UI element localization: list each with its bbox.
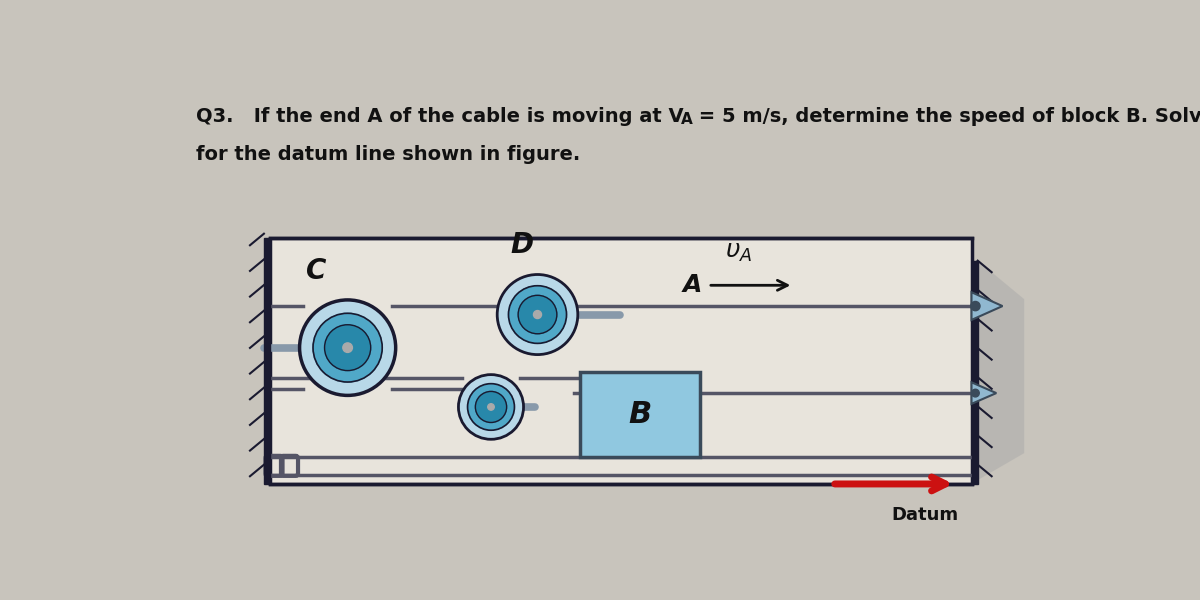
Bar (264, 238, 270, 484)
Bar (972, 260, 978, 484)
Circle shape (468, 383, 515, 430)
Bar (580, 372, 701, 457)
Circle shape (487, 404, 494, 410)
Text: = 5 m/s, determine the speed of block B. Solve this: = 5 m/s, determine the speed of block B.… (692, 107, 1200, 125)
Circle shape (518, 295, 557, 334)
Polygon shape (972, 292, 1002, 320)
Text: Q3.   If the end A of the cable is moving at V: Q3. If the end A of the cable is moving … (197, 107, 684, 125)
Circle shape (300, 300, 396, 395)
Text: Datum: Datum (892, 506, 959, 524)
Text: for the datum line shown in figure.: for the datum line shown in figure. (197, 145, 581, 164)
Circle shape (971, 301, 980, 311)
Circle shape (343, 343, 353, 352)
Text: B: B (629, 400, 652, 429)
Text: D: D (510, 231, 534, 259)
Circle shape (972, 389, 979, 397)
Circle shape (497, 275, 578, 355)
Circle shape (534, 311, 541, 319)
Circle shape (313, 313, 383, 382)
Bar (270, 238, 972, 484)
Text: A: A (680, 112, 692, 127)
Circle shape (475, 391, 506, 422)
Circle shape (509, 286, 566, 343)
Polygon shape (972, 382, 996, 404)
Text: $\upsilon_A$: $\upsilon_A$ (725, 240, 752, 264)
Circle shape (458, 374, 523, 439)
Circle shape (324, 325, 371, 371)
Text: A: A (683, 273, 702, 297)
Text: C: C (306, 257, 326, 284)
Polygon shape (978, 260, 1025, 480)
